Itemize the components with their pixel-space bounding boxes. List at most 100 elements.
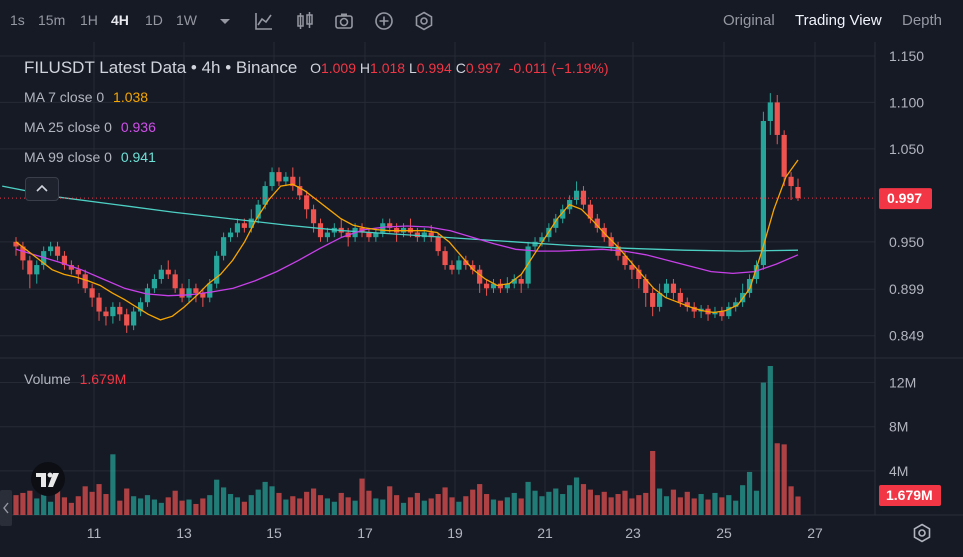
volume-bar [746,471,753,515]
candle-body [227,232,234,238]
ma25-label: MA 25 close 0 [24,119,112,135]
volume-bar [684,491,690,515]
candle-body [684,302,690,307]
candle-body [144,288,151,303]
candle-body [580,190,587,205]
x-tick-label: 11 [87,525,102,541]
volume-bar [144,495,151,515]
candle-body [373,232,379,238]
volume-bar [54,488,61,515]
tab-depth[interactable]: Depth [902,12,943,29]
volume-bar [767,366,773,515]
price-tick-label: 0.899 [889,281,924,297]
candle-body [82,274,88,289]
tradingview-logo-icon [31,462,65,496]
timeframe-1w[interactable]: 1W [176,12,197,28]
candle-body [54,246,61,256]
candle-body [324,232,331,238]
candle-body [594,218,600,228]
timeframe-15m[interactable]: 15m [38,12,66,28]
volume-bar [248,495,254,515]
candle-body [283,176,289,182]
last-volume-label: 1.679M [886,487,933,503]
timeframe-4h[interactable]: 4H [111,12,129,28]
volume-bar [483,494,490,515]
ohlc-readout: O1.009 H1.018 L0.994 C0.997 -0.011 (−1.1… [310,60,608,76]
volume-bar [656,488,663,515]
candle-body [483,283,490,289]
x-tick-label: 23 [625,525,641,541]
candle-style-icon[interactable] [295,11,315,31]
x-tick-label: 27 [807,525,823,541]
candle-body [290,176,296,187]
candle-body [193,288,199,293]
volume-bar [297,498,303,515]
ma7-value: 1.038 [113,89,149,105]
chevron-down-icon[interactable] [215,11,235,31]
settings-hex-icon[interactable] [414,11,434,31]
candle-body [27,260,33,275]
volume-bar [615,494,621,515]
x-tick-label: 17 [357,525,373,541]
camera-icon[interactable] [334,11,354,31]
candle-body [262,186,268,205]
candle-body [525,246,531,284]
indicator-icon[interactable] [254,11,274,31]
volume-bar [227,494,234,515]
volume-bar [172,490,178,515]
volume-bar [573,477,580,515]
candle-body [636,269,642,279]
volume-value: 1.679M [79,371,127,387]
candle-body [68,265,74,270]
candle-body [719,311,725,317]
volume-bar [48,501,54,515]
candle-body [276,172,282,182]
volume-bar [477,484,483,515]
timeframe-1d[interactable]: 1D [145,12,163,28]
volume-bar [774,443,780,515]
volume-bar [414,492,420,515]
candle-body [366,232,372,238]
ma25-value: 0.936 [120,119,156,135]
candle-body [165,269,171,275]
timeframe-1s[interactable]: 1s [10,12,25,28]
volume-bar [304,491,310,515]
candle-body [124,314,130,326]
chart-settings-icon[interactable] [912,523,932,543]
candle-body [151,279,158,289]
candle-body [587,204,593,219]
chevron-up-icon [36,184,48,192]
volume-bar [41,494,47,515]
last-price-tag [879,188,932,210]
volume-bar [587,489,593,515]
candle-body [13,241,19,247]
x-tick-label: 13 [176,525,192,541]
volume-bar [560,494,566,515]
volume-bar [241,501,247,515]
tab-trading-view[interactable]: Trading View [795,12,882,29]
plus-circle-icon[interactable] [374,11,394,31]
tab-original[interactable]: Original [723,12,775,29]
collapse-legend-button[interactable] [25,177,59,201]
scroll-left-handle[interactable] [0,490,12,526]
candle-body [511,279,517,284]
volume-bar [290,496,296,515]
candle-body [656,292,663,307]
candle-body [670,283,677,293]
candle-body [518,279,524,284]
x-tick-label: 19 [447,525,463,541]
candle-body [20,246,26,261]
volume-bar [740,485,746,515]
volume-bar [158,502,164,515]
candle-body [428,232,434,238]
volume-bar [124,488,130,515]
timeframe-1h[interactable]: 1H [80,12,98,28]
volume-bar [539,496,545,515]
symbol-title: FILUSDT Latest Data • 4h • Binance [24,58,298,77]
volume-bar [421,500,427,515]
volume-bar [221,487,227,515]
candle-body [255,204,261,219]
volume-bar [553,488,559,515]
volume-legend: Volume 1.679M [24,371,126,387]
